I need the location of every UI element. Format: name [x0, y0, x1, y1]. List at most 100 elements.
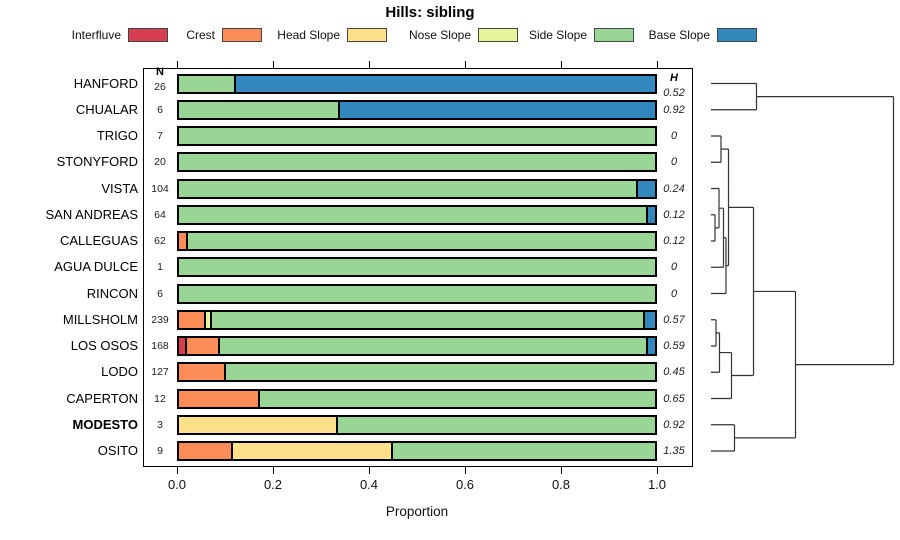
- legend-swatch: [717, 28, 757, 42]
- n-value: 20: [154, 156, 166, 169]
- row-label-los-osos: LOS OSOS: [70, 338, 138, 353]
- n-value: 3: [157, 418, 163, 431]
- stacked-bar: [177, 126, 657, 146]
- h-value: 0: [670, 287, 678, 300]
- bar-segment-side-slope: [179, 259, 655, 276]
- row-label-san-andreas: SAN ANDREAS: [45, 206, 138, 222]
- legend-item-side-slope: Side Slope: [444, 26, 634, 44]
- h-value: 0.92: [663, 103, 685, 116]
- row-label-agua-dulce: AGUA DULCE: [54, 259, 138, 275]
- row-label-stonyford: STONYFORD: [56, 154, 138, 170]
- bar-segment-side-slope: [218, 338, 647, 354]
- bar-segment-side-slope: [185, 233, 655, 249]
- legend-label: Head Slope: [277, 28, 340, 42]
- tick-label-0.8: 0.8: [551, 477, 571, 492]
- bar-segment-side-slope: [179, 154, 655, 171]
- legend-swatch: [128, 28, 168, 42]
- row-label-vista: VISTA: [101, 180, 138, 196]
- bar-segment-side-slope: [179, 206, 647, 223]
- row-label-hanford: HANFORD: [73, 75, 138, 91]
- row-label-calleguas: CALLEGUAS: [59, 233, 138, 248]
- stacked-bar: [177, 73, 657, 94]
- bar-segment-side-slope: [179, 285, 655, 302]
- legend-swatch: [347, 28, 387, 42]
- bar-segment-side-slope: [224, 364, 655, 381]
- legend-label: Base Slope: [648, 28, 710, 42]
- legend-label: Nose Slope: [408, 28, 471, 42]
- row-label-lodo: LODO: [101, 364, 138, 380]
- h-value: 0.52: [663, 86, 685, 99]
- n-column-header: N: [156, 66, 164, 78]
- bottom-tick-0.2: [273, 467, 275, 474]
- bar-segment-base-slope: [635, 180, 655, 197]
- x-axis-label: Proportion: [385, 504, 449, 519]
- tick-label-0.2: 0.2: [263, 477, 283, 492]
- top-tick-0.2: [273, 61, 275, 68]
- h-value: 0.12: [663, 235, 685, 247]
- h-value: 0.57: [663, 313, 685, 326]
- bar-segment-side-slope: [179, 128, 655, 144]
- stacked-bar: [177, 204, 657, 225]
- bar-segment-interfluve: [179, 338, 185, 354]
- row-label-rincon: RINCON: [86, 285, 138, 301]
- stacked-bar: [177, 257, 657, 278]
- dendrogram-links: [711, 82, 895, 452]
- bar-segment-head-slope: [179, 416, 337, 433]
- top-tick-1.0: [657, 61, 659, 68]
- bar-segment-base-slope: [646, 206, 655, 223]
- legend-label: Crest: [186, 28, 215, 42]
- legend-swatch: [594, 28, 634, 42]
- bottom-tick-0.0: [177, 467, 179, 474]
- legend-item-nose-slope: Nose Slope: [328, 26, 518, 44]
- bar-segment-side-slope: [336, 416, 655, 433]
- stacked-bar: [177, 283, 657, 304]
- bar-segment-side-slope: [258, 390, 655, 407]
- n-value: 6: [157, 287, 163, 300]
- bar-segment-base-slope: [646, 338, 655, 354]
- row-label-millsholm: MILLSHOLM: [62, 311, 138, 327]
- stacked-bar: [177, 336, 657, 356]
- n-value: 104: [151, 182, 169, 195]
- legend-item-crest: Crest: [72, 26, 262, 44]
- bar-segment-side-slope: [179, 75, 234, 92]
- n-value: 1: [157, 261, 163, 274]
- row-label-trigo: TRIGO: [96, 128, 138, 143]
- h-value: 1.35: [663, 445, 685, 457]
- legend-item-base-slope: Base Slope: [567, 26, 757, 44]
- bar-segment-side-slope: [210, 311, 644, 328]
- stacked-bar: [177, 309, 657, 330]
- h-value: 0.45: [663, 366, 685, 379]
- n-value: 9: [157, 445, 163, 457]
- h-value: 0.65: [663, 392, 685, 405]
- bar-segment-base-slope: [337, 101, 655, 118]
- bottom-tick-0.8: [561, 467, 563, 474]
- stacked-bar: [177, 362, 657, 383]
- bar-segment-crest: [184, 338, 219, 354]
- h-value: 0: [670, 130, 678, 142]
- top-tick-0.8: [561, 61, 563, 68]
- h-value: 0.59: [663, 340, 685, 352]
- bar-segment-crest: [179, 233, 186, 249]
- stacked-bar: [177, 441, 657, 461]
- n-value: 127: [151, 366, 169, 379]
- stacked-bar: [177, 178, 657, 199]
- bar-segment-side-slope: [179, 180, 636, 197]
- top-tick-0.6: [465, 61, 467, 68]
- top-tick-0.0: [177, 61, 179, 68]
- bar-segment-crest: [179, 364, 225, 381]
- n-value: 26: [154, 80, 166, 93]
- bottom-tick-0.6: [465, 467, 467, 474]
- legend-item-head-slope: Head Slope: [197, 26, 387, 44]
- h-value: 0: [670, 156, 678, 169]
- bar-segment-base-slope: [643, 311, 655, 328]
- n-value: 64: [154, 208, 166, 221]
- legend-label: Side Slope: [528, 28, 587, 42]
- top-tick-0.4: [369, 61, 371, 68]
- row-label-caperton: CAPERTON: [66, 390, 138, 406]
- tick-label-0.4: 0.4: [359, 477, 379, 492]
- h-value: 0.92: [663, 418, 685, 431]
- tick-label-0.0: 0.0: [167, 477, 187, 492]
- stacked-bar: [177, 99, 657, 120]
- bottom-tick-1.0: [657, 467, 659, 474]
